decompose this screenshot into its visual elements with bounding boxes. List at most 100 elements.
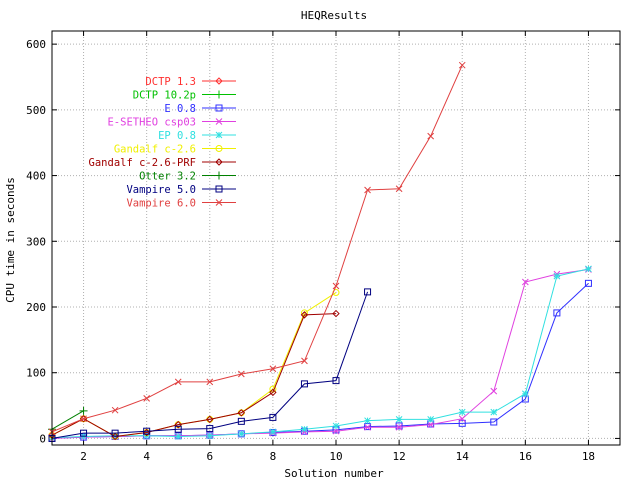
data-point (237, 417, 245, 425)
data-point (395, 416, 403, 423)
data-point (215, 199, 223, 206)
legend-entry: Gandalf c-2.6-PRF (89, 157, 236, 169)
legend-entry: DCTP 1.3 (145, 76, 236, 88)
data-point (490, 387, 498, 395)
series-8 (48, 288, 372, 442)
data-point (237, 430, 245, 438)
data-point (174, 420, 182, 429)
legend-entry: Vampire 6.0 (126, 198, 236, 210)
data-point (585, 265, 592, 273)
plot-frame (51, 30, 621, 446)
data-point (332, 282, 340, 290)
data-point (458, 419, 466, 427)
x-tick-label: 8 (270, 450, 277, 463)
legend-label: E 0.8 (164, 103, 196, 115)
x-tick-label: 16 (519, 450, 532, 463)
data-point (143, 427, 151, 435)
y-tick-label: 200 (26, 301, 46, 314)
data-point (174, 378, 182, 386)
x-tick-label: 2 (80, 450, 87, 463)
data-point (215, 145, 223, 152)
legend-entry: Otter 3.2 (139, 171, 236, 183)
data-point (332, 309, 340, 318)
series-line (51, 64, 463, 433)
y-axis-label: CPU time in seconds (4, 177, 17, 303)
legend-entry: Gandalf c-2.6 (114, 144, 236, 156)
legend-entry: EP 0.8 (158, 130, 236, 142)
legend-label: E-SETHEO csp03 (107, 117, 196, 129)
data-point (458, 61, 466, 69)
data-point (301, 425, 308, 433)
data-point (364, 186, 371, 194)
data-point (395, 423, 403, 431)
data-point (458, 408, 466, 416)
data-point (269, 388, 277, 397)
data-point (79, 406, 88, 415)
series-line (51, 282, 589, 439)
y-tick-label: 400 (26, 170, 46, 183)
chart-title: HEQResults (301, 9, 367, 22)
x-axis-label: Solution number (284, 467, 384, 480)
data-point (364, 423, 371, 431)
data-point (80, 415, 87, 423)
y-tick-label: 500 (26, 104, 46, 117)
data-point (215, 185, 223, 193)
series-line (51, 410, 84, 430)
data-point (300, 311, 309, 319)
grid (52, 31, 620, 445)
legend-entry: DCTP 10.2p (133, 90, 236, 102)
data-point (490, 418, 498, 426)
data-point (215, 90, 223, 99)
data-point (215, 158, 223, 166)
data-point (237, 409, 246, 417)
data-point (143, 394, 151, 402)
series-3 (48, 266, 592, 442)
data-point (458, 415, 466, 423)
data-point (395, 185, 403, 193)
legend-label: Gandalf c-2.6-PRF (89, 157, 196, 169)
data-point (206, 432, 214, 440)
x-tick-label: 12 (392, 450, 405, 463)
legend-entry: Vampire 5.0 (126, 184, 236, 196)
data-point (332, 427, 340, 435)
data-point (206, 378, 214, 386)
series-line (51, 269, 589, 439)
x-tick-label: 14 (456, 450, 470, 463)
data-point (269, 413, 277, 421)
data-point (269, 365, 277, 373)
series-6 (48, 309, 340, 441)
data-point (215, 171, 223, 180)
data-point (584, 279, 592, 287)
data-point (332, 377, 340, 385)
data-point (332, 422, 340, 430)
series-line (51, 268, 589, 439)
data-point (215, 131, 223, 139)
data-point (206, 425, 214, 433)
data-point (215, 77, 223, 85)
data-point (521, 390, 529, 398)
legend-label: Otter 3.2 (139, 171, 196, 183)
y-tick-label: 600 (26, 38, 46, 51)
legend-label: DCTP 1.3 (145, 76, 196, 88)
series-line (51, 291, 369, 439)
data-point (174, 425, 182, 433)
series-5 (48, 289, 340, 440)
data-point (237, 370, 245, 378)
data-point (174, 433, 182, 440)
data-point (521, 278, 529, 286)
data-point (206, 415, 214, 424)
series-line (51, 313, 337, 437)
series-layer (48, 61, 592, 442)
data-point (301, 357, 308, 365)
data-point (427, 416, 435, 423)
legend-label: Vampire 6.0 (126, 198, 196, 210)
data-point (553, 309, 561, 317)
axis-ticks: 0 100 200 300 400 500 600 2 4 6 8 10 12 14 16 18 (26, 31, 620, 463)
data-point (300, 380, 308, 388)
legend-label: Gandalf c-2.6 (114, 144, 196, 156)
legend-label: Vampire 5.0 (126, 184, 196, 196)
data-point (80, 429, 88, 437)
data-point (215, 118, 223, 125)
data-point (111, 432, 119, 441)
